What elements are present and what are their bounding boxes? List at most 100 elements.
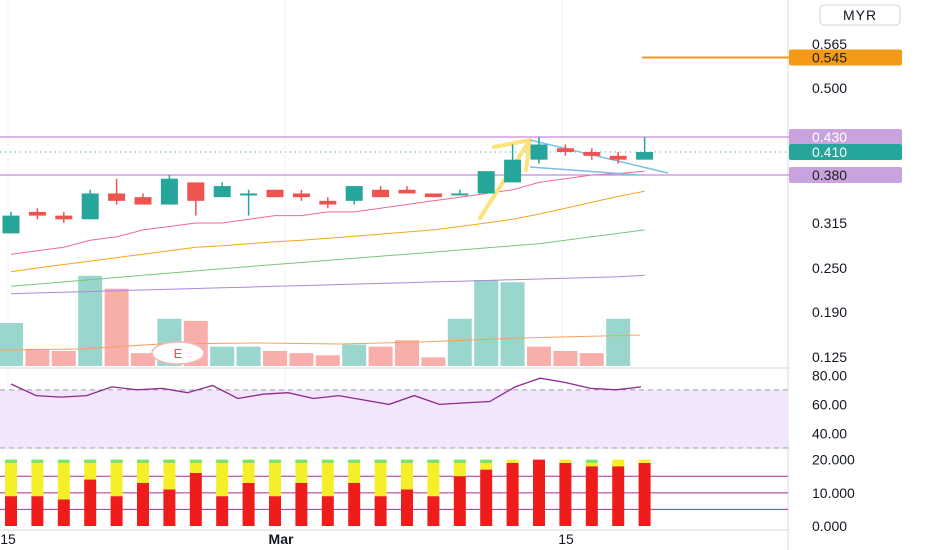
candle-body[interactable] — [530, 144, 548, 160]
price-label-text: 0.410 — [812, 144, 847, 160]
volume-bar — [368, 346, 393, 366]
stacked-bar-red — [348, 482, 361, 526]
stacked-bar-red — [585, 466, 598, 526]
currency-label: MYR — [843, 7, 877, 23]
bottom-tick-label: 20.000 — [812, 452, 855, 468]
stacked-bar-yellow — [137, 462, 149, 483]
rsi-line — [10, 377, 642, 406]
time-tick-label: 15 — [558, 531, 574, 547]
stacked-bar-yellow — [110, 462, 123, 497]
volume-bar — [606, 318, 631, 366]
stacked-bar-yellow — [216, 462, 229, 497]
stacked-bar-red — [269, 496, 281, 526]
stacked-bar-yellow — [321, 462, 334, 497]
candle-body[interactable] — [55, 215, 73, 220]
stacked-bar-red — [110, 496, 123, 526]
event-markers[interactable]: E — [151, 341, 205, 365]
price-label-badge — [789, 129, 902, 145]
rsi-panel — [0, 377, 788, 449]
stacked-bar-yellow — [480, 462, 493, 470]
stacked-bar-yellow — [638, 459, 651, 463]
stacked-bar-green — [401, 459, 413, 463]
stacked-bar-yellow — [242, 462, 255, 483]
candle-body[interactable] — [636, 152, 654, 160]
candle-body[interactable] — [319, 200, 337, 205]
stacked-bar-red — [216, 496, 229, 526]
stacked-bar-green — [5, 459, 17, 463]
stacked-bar-red — [57, 499, 70, 526]
candle-body[interactable] — [609, 155, 627, 160]
price-tick-label: 0.190 — [812, 304, 847, 320]
candle-body[interactable] — [292, 193, 310, 198]
candle-body[interactable] — [266, 189, 284, 198]
stacked-bar-green — [57, 459, 70, 463]
candle-body[interactable] — [556, 148, 574, 152]
candle-body[interactable] — [28, 211, 46, 216]
candle-body[interactable] — [424, 193, 442, 198]
stacked-bar-red — [533, 459, 545, 526]
stacked-bar-green — [585, 459, 598, 463]
stacked-bar-red — [295, 482, 308, 526]
moving-average-line — [10, 190, 645, 273]
candle-body[interactable] — [240, 193, 258, 196]
candle-body[interactable] — [2, 215, 20, 234]
candle-body[interactable] — [81, 193, 99, 220]
stacked-bar-green — [137, 459, 149, 463]
wedge-lower-line[interactable] — [529, 166, 641, 176]
stacked-bar-yellow — [612, 459, 625, 467]
time-axis: 15 Mar 15 — [0, 531, 574, 547]
stacked-bar-green — [269, 459, 281, 463]
stacked-bar-green — [321, 459, 334, 463]
candle-body[interactable] — [477, 171, 495, 194]
volume-bar — [553, 350, 578, 366]
moving-average-line — [10, 229, 645, 287]
currency-badge[interactable]: MYR — [819, 4, 901, 26]
stacked-bar-red — [84, 479, 97, 526]
price-label-text: 0.545 — [812, 50, 847, 66]
candle-body[interactable] — [504, 159, 522, 183]
volume-bar — [315, 355, 340, 366]
earnings-marker[interactable] — [151, 341, 205, 365]
candle-body[interactable] — [398, 189, 416, 194]
candle-body[interactable] — [187, 182, 205, 201]
rsi-tick-label: 40.00 — [812, 425, 847, 441]
candle-body[interactable] — [345, 186, 363, 201]
price-tick-label: 0.315 — [812, 215, 847, 231]
candle-body[interactable] — [108, 193, 126, 201]
wedge-upper-line[interactable] — [529, 139, 669, 174]
candle-body[interactable] — [134, 197, 152, 205]
moving-average-line — [10, 274, 645, 295]
stacked-bar-red — [559, 462, 572, 526]
price-label-text: 0.380 — [812, 167, 847, 183]
candle-body[interactable] — [213, 186, 231, 198]
stacked-bar-green — [480, 459, 493, 463]
candle-body[interactable] — [160, 178, 178, 205]
stacked-bar-yellow — [31, 462, 44, 497]
time-tick-label: 15 — [0, 531, 16, 547]
candles[interactable] — [2, 137, 654, 234]
price-axis: 0.565 0.500 0.315 0.250 0.190 0.125 80.00 60.00… — [812, 36, 855, 534]
volume-bar — [421, 357, 446, 366]
volume-bar — [447, 318, 472, 366]
stacked-bar-green — [110, 459, 123, 463]
stacked-bar-red — [374, 496, 387, 526]
moving-average-line — [10, 170, 645, 255]
volume-bar — [104, 288, 129, 366]
stacked-bar-red — [189, 472, 202, 526]
volume-bar — [210, 346, 235, 366]
candle-body[interactable] — [372, 189, 390, 198]
stacked-bar-red — [5, 496, 17, 526]
stacked-bar-yellow — [506, 459, 519, 463]
volume-bar — [0, 323, 23, 366]
price-tick-label: 0.500 — [812, 80, 847, 96]
price-tick-label: 0.565 — [812, 36, 847, 52]
stacked-bar-red — [638, 462, 651, 526]
bottom-tick-label: 10.000 — [812, 485, 855, 501]
candle-body[interactable] — [583, 152, 601, 156]
volume-bar — [500, 282, 525, 366]
candle-body[interactable] — [451, 193, 469, 196]
stacked-bar-red — [163, 489, 176, 526]
stacked-bar-yellow — [401, 462, 413, 490]
